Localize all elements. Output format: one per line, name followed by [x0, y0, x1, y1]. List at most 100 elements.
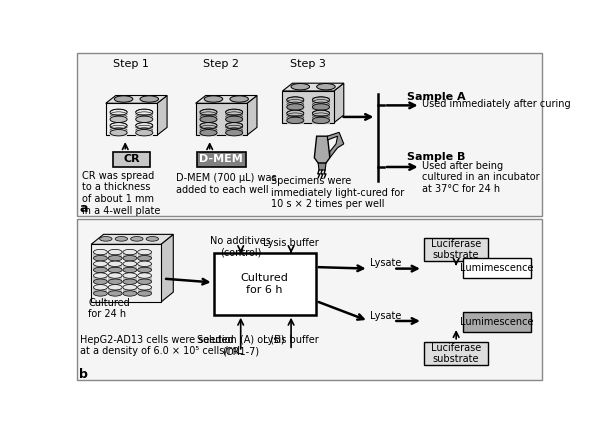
Text: Lysate: Lysate: [370, 258, 402, 268]
Ellipse shape: [108, 267, 122, 273]
Ellipse shape: [312, 110, 330, 117]
Ellipse shape: [136, 130, 153, 136]
Ellipse shape: [137, 284, 152, 290]
Text: Used immediately after curing: Used immediately after curing: [422, 99, 571, 109]
Text: Used after being
cultured in an incubator
at 37°C for 24 h: Used after being cultured in an incubato…: [422, 161, 540, 194]
Bar: [283, 91, 334, 123]
Ellipse shape: [146, 236, 159, 241]
Ellipse shape: [312, 117, 330, 124]
Bar: [113, 151, 150, 167]
Ellipse shape: [287, 104, 304, 110]
Ellipse shape: [93, 279, 108, 284]
Bar: [137, 275, 152, 282]
Ellipse shape: [136, 109, 153, 115]
Ellipse shape: [316, 84, 335, 90]
Ellipse shape: [108, 284, 122, 290]
Ellipse shape: [123, 261, 137, 266]
Ellipse shape: [108, 256, 122, 261]
Text: D-MEM (700 μL) was
added to each well: D-MEM (700 μL) was added to each well: [177, 173, 277, 195]
Ellipse shape: [137, 279, 152, 284]
Ellipse shape: [200, 116, 217, 123]
Text: Cultured
for 24 h: Cultured for 24 h: [88, 298, 130, 320]
Text: Step 3: Step 3: [290, 59, 326, 69]
Bar: [93, 252, 108, 258]
Bar: [93, 264, 108, 270]
Text: Sample A: Sample A: [407, 91, 466, 102]
Bar: [287, 111, 304, 124]
Ellipse shape: [226, 116, 243, 123]
Text: Lumimescence: Lumimescence: [460, 263, 534, 273]
Polygon shape: [106, 96, 167, 103]
Bar: [123, 264, 137, 270]
Ellipse shape: [230, 96, 249, 102]
Bar: [108, 252, 122, 258]
Bar: [424, 342, 488, 365]
Bar: [123, 287, 137, 293]
Ellipse shape: [123, 279, 137, 284]
Bar: [136, 123, 153, 136]
Ellipse shape: [108, 261, 122, 266]
Ellipse shape: [123, 249, 137, 255]
Ellipse shape: [226, 109, 243, 115]
Text: CR was spread
to a thickness
of about 1 mm
in a 4-well plate: CR was spread to a thickness of about 1 …: [82, 171, 160, 216]
Polygon shape: [283, 83, 344, 91]
Ellipse shape: [200, 109, 217, 115]
Ellipse shape: [93, 256, 108, 261]
Ellipse shape: [287, 117, 304, 124]
Text: Luciferase
substrate: Luciferase substrate: [431, 239, 481, 260]
Ellipse shape: [137, 249, 152, 255]
Ellipse shape: [108, 279, 122, 284]
Bar: [108, 275, 122, 282]
Bar: [424, 238, 488, 261]
Ellipse shape: [123, 284, 137, 290]
Text: Lumimescence: Lumimescence: [460, 317, 534, 327]
Text: Step 1: Step 1: [114, 59, 149, 69]
Text: a: a: [79, 202, 88, 215]
Polygon shape: [161, 234, 173, 302]
Bar: [214, 253, 316, 315]
Bar: [200, 123, 217, 136]
Ellipse shape: [93, 284, 108, 290]
Bar: [312, 97, 330, 110]
Bar: [136, 110, 153, 123]
Polygon shape: [247, 96, 257, 135]
Ellipse shape: [131, 236, 143, 241]
Bar: [110, 110, 127, 123]
Bar: [226, 123, 243, 136]
Ellipse shape: [200, 122, 217, 129]
Ellipse shape: [123, 256, 137, 261]
Ellipse shape: [93, 273, 108, 278]
Text: Sample B: Sample B: [407, 151, 466, 162]
Ellipse shape: [108, 249, 122, 255]
Text: No additives
(control): No additives (control): [211, 236, 271, 258]
Ellipse shape: [137, 273, 152, 278]
Polygon shape: [334, 83, 344, 123]
Ellipse shape: [137, 261, 152, 266]
Bar: [137, 287, 152, 293]
Ellipse shape: [137, 256, 152, 261]
Ellipse shape: [110, 116, 127, 123]
Bar: [137, 264, 152, 270]
Bar: [463, 312, 531, 332]
Ellipse shape: [93, 267, 108, 273]
Ellipse shape: [200, 130, 217, 136]
Ellipse shape: [114, 96, 133, 102]
Ellipse shape: [93, 261, 108, 266]
Bar: [123, 275, 137, 282]
Bar: [123, 252, 137, 258]
Text: Specimens were
immediately light-cured for
10 s × 2 times per well: Specimens were immediately light-cured f…: [271, 176, 404, 209]
Ellipse shape: [137, 267, 152, 273]
Ellipse shape: [226, 130, 243, 136]
Bar: [93, 287, 108, 293]
Text: Solution (A) or (B)
(CR1-7): Solution (A) or (B) (CR1-7): [197, 335, 284, 356]
Ellipse shape: [123, 273, 137, 278]
Bar: [77, 53, 542, 216]
Bar: [108, 264, 122, 270]
Ellipse shape: [93, 291, 108, 296]
Ellipse shape: [115, 236, 128, 241]
Ellipse shape: [204, 96, 223, 102]
Text: Cultured
for 6 h: Cultured for 6 h: [241, 273, 289, 295]
Ellipse shape: [123, 291, 137, 296]
Text: Lysate: Lysate: [370, 311, 402, 320]
Text: HepG2-AD13 cells were seeded
at a density of 6.0 × 10⁵ cells/mL: HepG2-AD13 cells were seeded at a densit…: [79, 335, 242, 356]
